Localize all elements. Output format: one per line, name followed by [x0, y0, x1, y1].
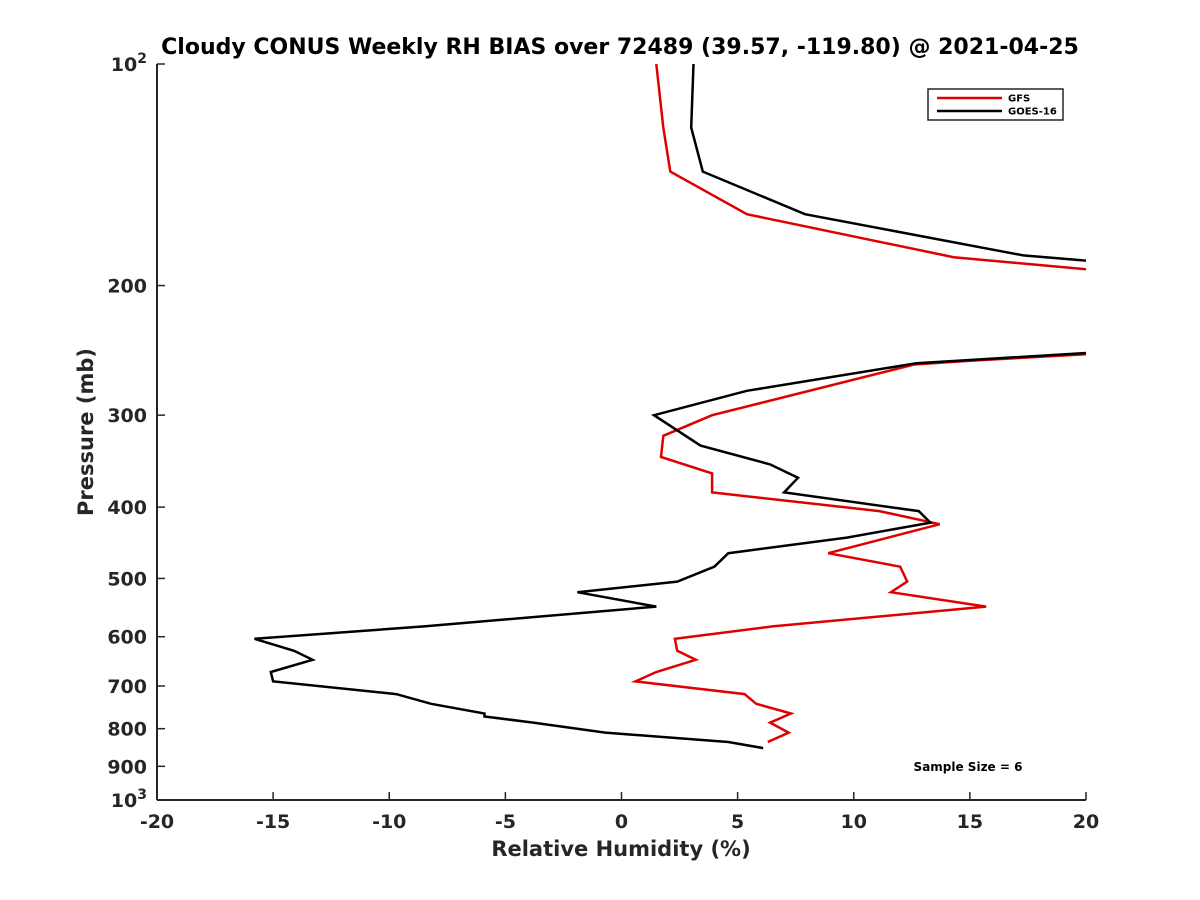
series-layer: [254, 64, 1086, 750]
legend: GFS GOES-16: [927, 88, 1064, 121]
legend-label: GOES-16: [1008, 107, 1057, 118]
sample-size-annotation: Sample Size = 6: [914, 760, 1023, 774]
x-tick-label: 10: [841, 811, 867, 833]
y-tick-label: 300: [107, 405, 147, 427]
y-tick-label: 900: [107, 756, 147, 778]
y-tick-label: 200: [107, 276, 147, 298]
y-tick-base: 10: [111, 790, 137, 812]
y-tick-label: 700: [107, 676, 147, 698]
x-tick-label: -20: [140, 811, 174, 833]
chart-title: Cloudy CONUS Weekly RH BIAS over 72489 (…: [161, 35, 1079, 60]
y-tick-label: 500: [107, 568, 147, 590]
x-tick-label: 20: [1073, 811, 1099, 833]
y-tick-label: 600: [107, 627, 147, 649]
x-tick-label: 5: [731, 811, 744, 833]
x-tick-label: -15: [256, 811, 290, 833]
x-tick-label: 15: [957, 811, 983, 833]
y-tick-exponent: 2: [137, 51, 147, 67]
y-tick-label: 400: [107, 497, 147, 519]
x-tick-label: 0: [615, 811, 628, 833]
y-tick-label: 103: [111, 787, 147, 812]
y-axis-label: Pressure (mb): [74, 348, 98, 516]
y-tick-exponent: 3: [137, 787, 147, 803]
series-line-goes-16: [254, 64, 1086, 750]
x-axis-label: Relative Humidity (%): [491, 837, 750, 861]
y-tick-base: 10: [111, 54, 137, 76]
y-tick-label: 800: [107, 719, 147, 741]
legend-label: GFS: [1008, 94, 1030, 105]
y-tick-label: 102: [111, 51, 147, 76]
x-tick-label: -5: [495, 811, 516, 833]
series-line-gfs: [630, 64, 1086, 744]
legend-box: [927, 88, 1064, 121]
x-axis-ticks: -20 -15 -10 -5 0 5 10 15 20: [140, 792, 1099, 833]
x-tick-label: -10: [372, 811, 406, 833]
